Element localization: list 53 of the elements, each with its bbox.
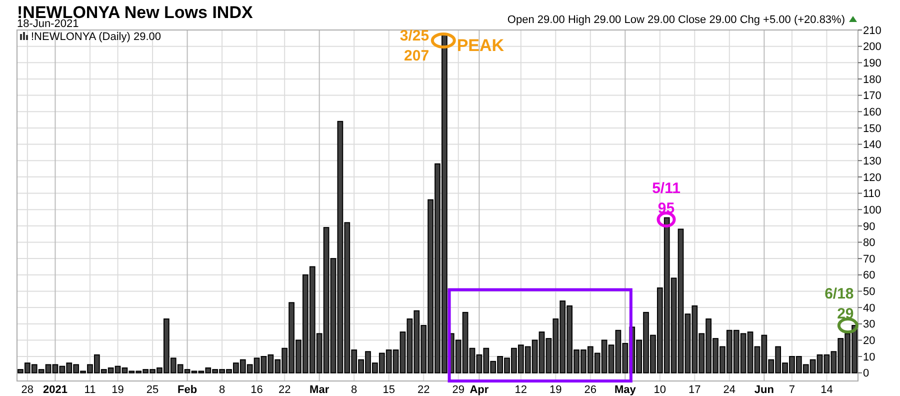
x-tick-label: 11 xyxy=(84,384,96,396)
y-tick-label: 200 xyxy=(863,41,882,54)
x-tick-label: 19 xyxy=(550,384,562,396)
y-tick-label: 130 xyxy=(863,155,882,168)
y-tick-label: 100 xyxy=(863,204,882,216)
y-tick-label: 20 xyxy=(863,335,876,348)
y-tick-label: 60 xyxy=(863,270,876,282)
text: Open 29.00 High 29.00 Low 29.00 Close 29.00 Chg +5.00 (+20.83%) xyxy=(507,14,845,26)
x-tick-label: 28 xyxy=(21,384,34,396)
x-tick-label: Jun xyxy=(754,384,774,396)
x-tick-label: Feb xyxy=(178,384,198,396)
y-tick-label: 210 xyxy=(863,24,882,37)
x-tick-label: 19 xyxy=(112,384,124,396)
x-tick-label: 15 xyxy=(382,384,395,396)
y-tick-label: 150 xyxy=(863,122,882,135)
x-tick-label: 22 xyxy=(278,384,291,396)
annotation: PEAK xyxy=(456,36,505,56)
x-tick-label: 22 xyxy=(417,384,430,396)
y-tick-label: 140 xyxy=(863,139,882,152)
x-tick-label: 8 xyxy=(351,384,358,396)
x-tick-label: 17 xyxy=(688,384,701,396)
y-tick-label: 120 xyxy=(863,172,882,184)
x-tick-label: 7 xyxy=(788,384,796,396)
y-tick-label: 110 xyxy=(863,188,881,200)
annotation: 6/18 29 xyxy=(824,286,854,323)
y-tick-label: 180 xyxy=(863,74,882,86)
x-tick-label: Mar xyxy=(310,384,330,396)
y-tick-label: 190 xyxy=(863,58,882,70)
x-tick-label: 2021 xyxy=(42,384,68,396)
x-tick-label: 25 xyxy=(146,384,159,396)
x-tick-label: 10 xyxy=(654,384,666,396)
x-tick-label: 12 xyxy=(514,384,528,396)
x-tick-label: 14 xyxy=(820,384,833,396)
annotation: 3/25 207 xyxy=(400,28,430,65)
y-tick-label: 170 xyxy=(863,90,882,102)
y-tick-label: 80 xyxy=(863,237,876,250)
y-tick-label: 40 xyxy=(863,302,876,314)
y-tick-label: 160 xyxy=(863,106,882,118)
y-tick-label: 30 xyxy=(863,318,876,331)
annotation: !NEWLONYA (Daily) 29.00 xyxy=(31,31,162,43)
x-tick-label: 16 xyxy=(250,384,263,396)
x-tick-label: 26 xyxy=(584,384,597,396)
y-tick-label: 90 xyxy=(863,220,876,233)
y-tick-label: 50 xyxy=(863,286,876,298)
x-tick-label: 24 xyxy=(723,384,736,396)
x-tick-label: Apr xyxy=(470,384,490,396)
x-tick-label: 8 xyxy=(218,384,226,396)
x-tick-label: May xyxy=(614,384,637,396)
y-tick-label: 0 xyxy=(863,368,870,380)
y-tick-label: 70 xyxy=(863,253,876,266)
annotation: 5/11 95 xyxy=(652,180,680,217)
y-tick-label: 10 xyxy=(863,351,876,364)
x-tick-label: 29 xyxy=(452,384,464,396)
